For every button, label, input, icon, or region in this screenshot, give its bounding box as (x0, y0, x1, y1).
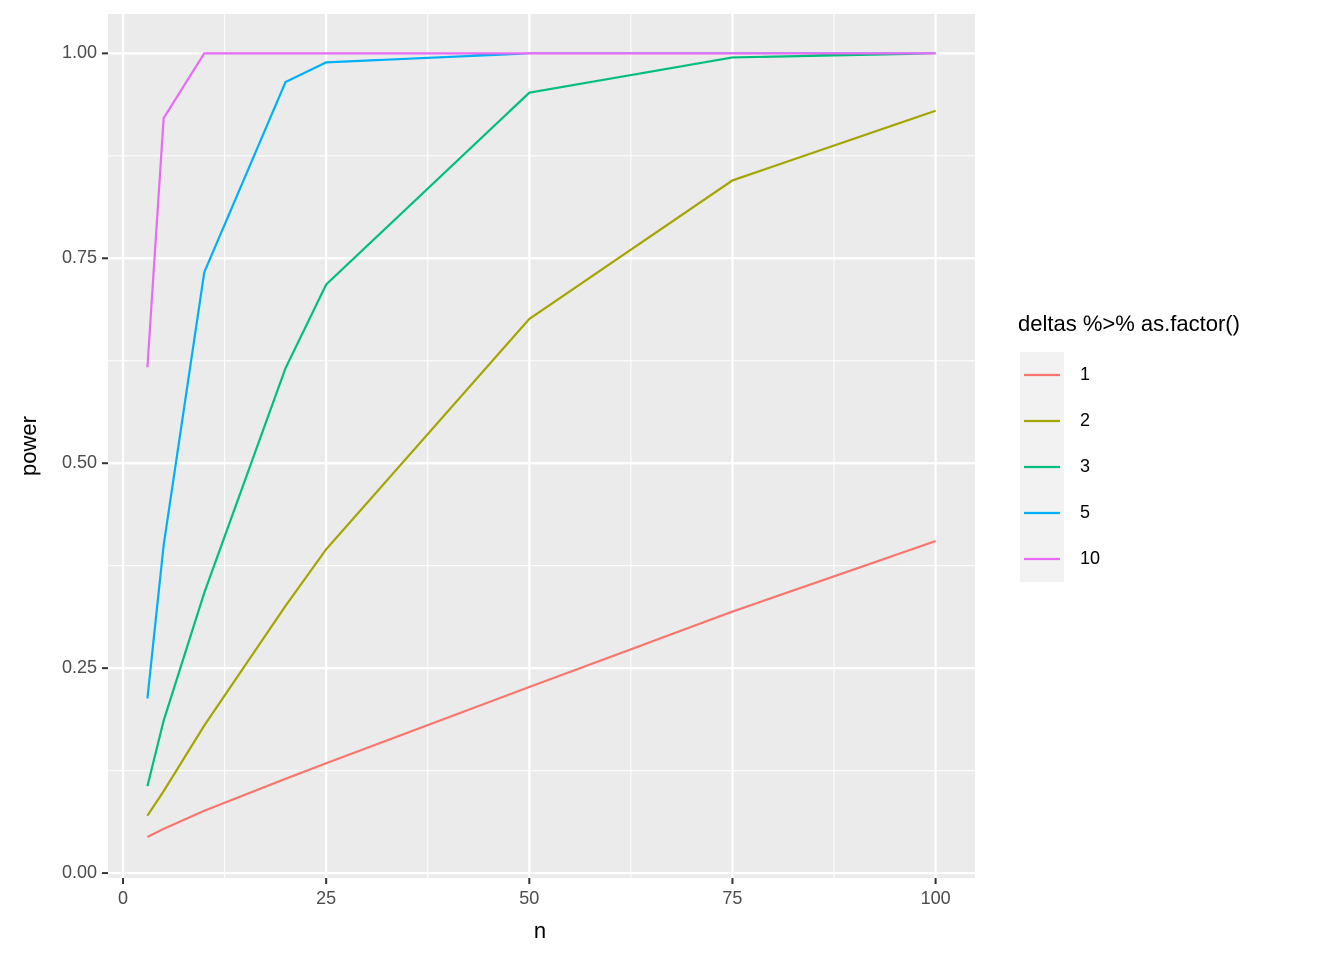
y-tick-label: 1.00 (62, 42, 97, 62)
series-line (146, 52, 936, 368)
legend-title: deltas %>% as.factor() (1018, 311, 1240, 336)
series-line (146, 52, 936, 787)
legend-label: 10 (1080, 548, 1100, 568)
legend-label: 2 (1080, 410, 1090, 430)
y-tick-label: 0.50 (62, 452, 97, 472)
series-line (146, 540, 936, 838)
x-tick-label: 50 (519, 888, 539, 908)
x-tick-label: 100 (921, 888, 951, 908)
legend-label: 1 (1080, 364, 1090, 384)
series-line (146, 109, 936, 817)
x-axis-label: n (534, 918, 546, 943)
x-tick-label: 0 (118, 888, 128, 908)
x-tick-label: 75 (722, 888, 742, 908)
legend-label: 5 (1080, 502, 1090, 522)
y-axis-label: power (16, 416, 41, 476)
y-tick-label: 0.25 (62, 657, 97, 677)
x-tick-label: 25 (316, 888, 336, 908)
legend-label: 3 (1080, 456, 1090, 476)
y-tick-label: 0.75 (62, 247, 97, 267)
y-tick-label: 0.00 (62, 862, 97, 882)
panel (108, 14, 975, 878)
